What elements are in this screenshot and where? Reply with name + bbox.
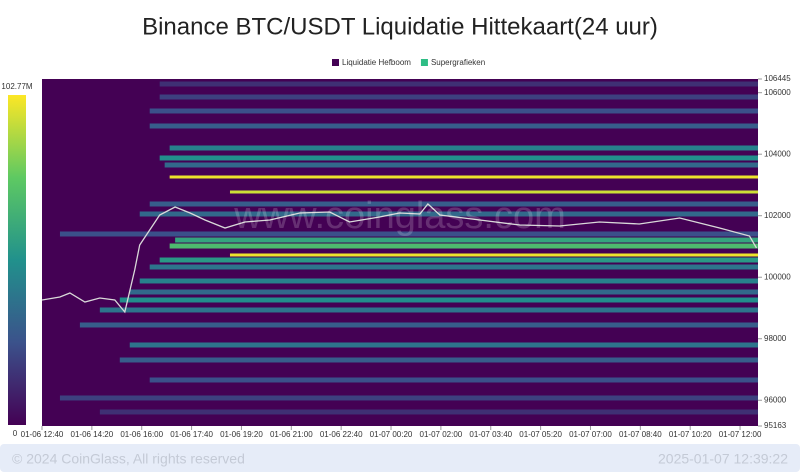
heat-band [159,94,758,100]
heat-band [149,264,758,270]
color-bar [8,95,26,425]
heat-band [59,395,758,401]
x-tick-label: 01-07 08:40 [619,430,662,439]
heat-band [169,243,758,249]
heat-band [139,211,758,217]
heat-band [119,297,758,303]
heat-band [139,278,758,284]
x-tick-label: 01-07 12:00 [719,430,762,439]
heat-band [149,377,758,383]
legend-label: Liquidatie Hefboom [342,58,411,67]
plot-area [42,81,758,415]
heat-band [129,289,758,295]
legend-swatch [420,59,428,66]
heat-band [164,162,758,168]
footer-timestamp: 2025-01-07 12:39:22 [658,451,788,467]
x-tick-label: 01-06 14:20 [71,430,114,439]
heat-band [159,81,758,87]
x-tick-label: 01-07 03:40 [469,430,512,439]
legend-swatch [332,59,339,66]
heat-band [229,253,758,257]
x-tick-label: 01-07 07:00 [569,430,612,439]
legend-label: Supergrafieken [431,58,485,67]
x-tick-label: 01-07 10:20 [669,430,712,439]
heat-band [149,123,758,129]
heat-band [169,175,758,179]
chart-title: Binance BTC/USDT Liquidatie Hittekaart(2… [142,13,658,40]
color-bar-max: 102.77M [1,82,32,91]
scroll-bar[interactable] [0,444,800,472]
x-tick-label: 01-06 22:40 [320,430,363,439]
heat-band [159,257,758,263]
heat-band [99,307,758,313]
x-tick-label: 01-06 12:40 [21,430,64,439]
price-line [42,203,758,314]
y-tick-label: 102000 [764,211,791,220]
x-tick-label: 01-06 16:00 [120,430,163,439]
y-tick-label: 95163 [764,421,787,430]
color-bar-min: 0 [13,429,18,438]
heat-band [149,201,758,207]
y-tick-label: 98000 [764,334,787,343]
heat-band [149,108,758,114]
heat-band [99,409,758,415]
y-tick-label: 96000 [764,395,787,404]
x-tick-label: 01-07 00:20 [370,430,413,439]
watermark: www.coinglass.com [233,195,566,237]
heat-band [129,342,758,348]
y-tick-label: 100000 [764,272,791,281]
x-tick-label: 01-06 17:40 [170,430,213,439]
plot-background [42,79,758,426]
heat-band [79,322,758,328]
y-tick-label: 104000 [764,149,791,158]
heat-band [159,155,758,161]
x-tick-label: 01-06 19:20 [220,430,263,439]
footer-copyright: © 2024 CoinGlass, All rights reserved [12,451,245,467]
heat-band [119,357,758,363]
heat-band [169,145,758,151]
x-tick-label: 01-07 05:20 [519,430,562,439]
x-tick-label: 01-07 02:00 [420,430,463,439]
heat-band [229,190,758,194]
x-tick-label: 01-06 21:00 [270,430,313,439]
heat-band [59,231,758,237]
y-tick-label: 106000 [764,88,791,97]
heat-band [175,237,758,243]
y-tick-label: 106445 [764,74,791,83]
